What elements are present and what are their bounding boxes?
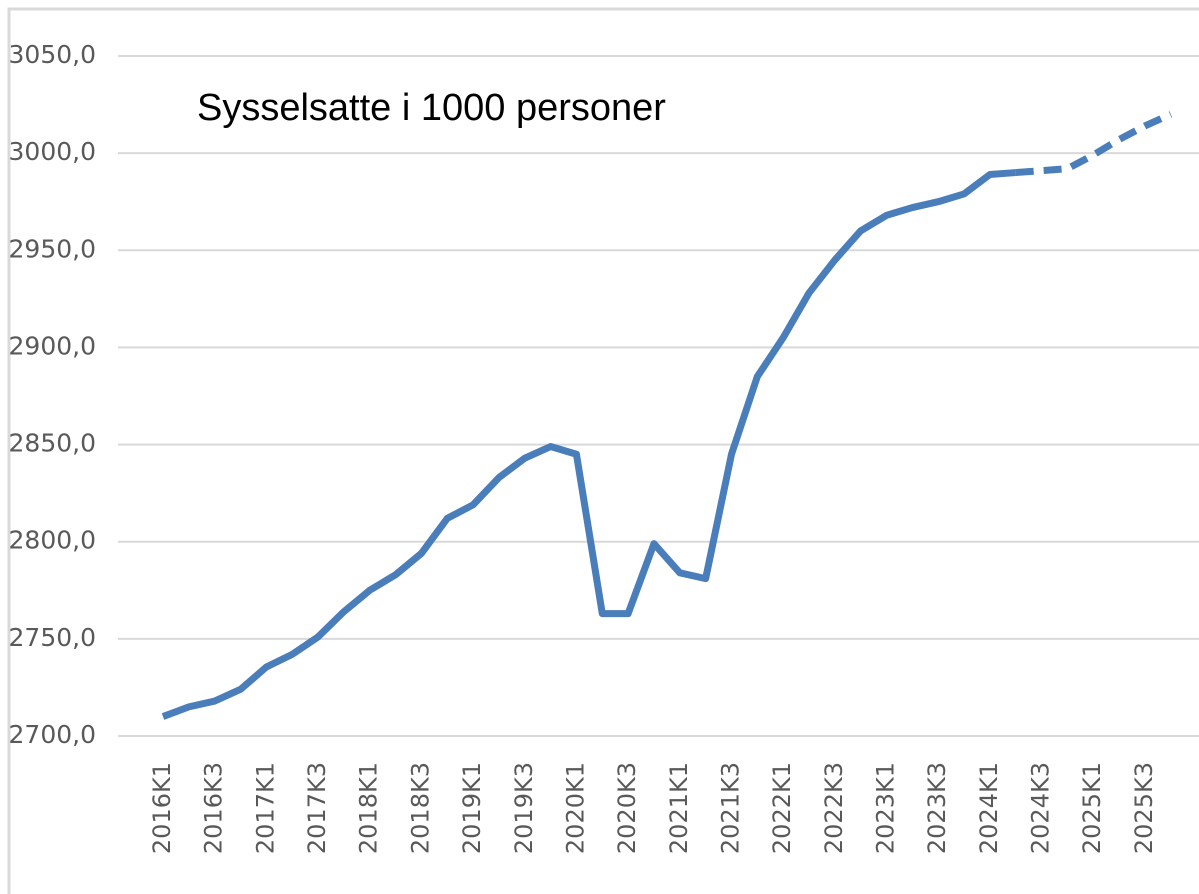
x-tick-label: 2016K1 [148,762,176,854]
y-tick-label: 2800,0 [9,526,96,555]
x-tick-label: 2025K3 [1130,762,1158,854]
chart-frame [7,7,1199,894]
x-tick-label: 2023K1 [872,762,900,854]
x-tick-label: 2017K1 [251,762,279,854]
data-line [161,169,1016,720]
chart-title: Sysselsatte i 1000 personer [197,87,666,129]
x-tick-label: 2020K3 [613,762,641,854]
y-tick-label: 2850,0 [9,429,96,458]
x-tick-label: 2019K1 [458,762,486,854]
x-tick-label: 2024K3 [1027,762,1055,854]
x-tick-label: 2017K3 [303,762,331,854]
y-tick-label: 2950,0 [9,234,96,263]
x-tick-label: 2022K1 [768,762,796,854]
y-tick-label: 2750,0 [9,623,96,652]
x-tick-label: 2024K1 [975,762,1003,854]
y-tick-label: 3050,0 [9,40,96,69]
x-tick-label: 2021K3 [716,762,744,854]
x-tick-label: 2019K3 [510,762,538,854]
x-tick-label: 2018K3 [406,762,434,854]
x-tick-label: 2018K1 [355,762,383,854]
y-tick-label: 2900,0 [9,331,96,360]
x-tick-label: 2020K1 [561,762,589,854]
y-tick-label: 3000,0 [9,137,96,166]
y-tick-label: 2700,0 [9,720,96,749]
data-line-dashed [1015,111,1173,177]
x-tick-label: 2022K3 [820,762,848,854]
x-tick-label: 2025K1 [1078,762,1106,854]
x-tick-label: 2016K3 [200,762,228,854]
x-tick-label: 2021K1 [665,762,693,854]
x-tick-label: 2023K3 [923,762,951,854]
